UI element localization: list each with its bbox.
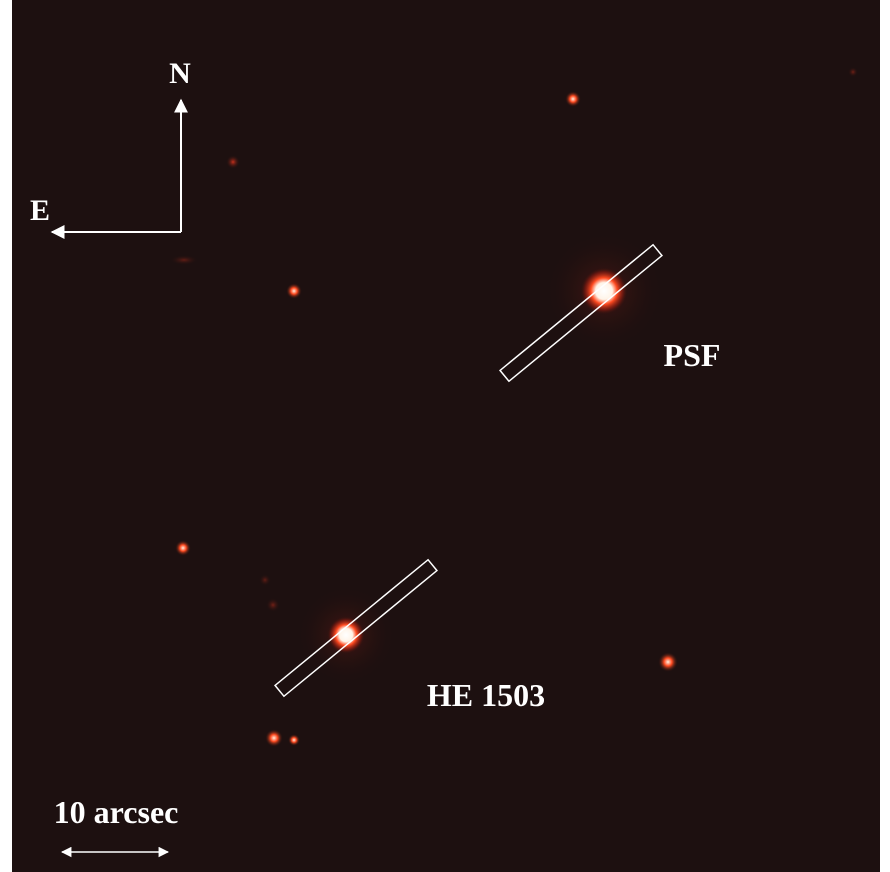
star	[658, 652, 678, 672]
star	[265, 729, 283, 747]
target-label: HE 1503	[427, 677, 545, 713]
star	[266, 598, 280, 612]
east-label: E	[30, 194, 50, 227]
star	[226, 155, 240, 169]
galaxy	[170, 255, 198, 265]
star	[327, 616, 365, 654]
star	[175, 540, 191, 556]
background	[12, 0, 880, 872]
slit	[274, 558, 438, 698]
star	[565, 91, 581, 107]
star	[848, 67, 858, 77]
star	[259, 574, 271, 586]
star	[286, 283, 302, 299]
star	[580, 267, 628, 315]
north-label: N	[169, 57, 191, 90]
psf-label: PSF	[664, 337, 721, 373]
slit	[499, 243, 663, 383]
star	[288, 734, 300, 746]
scale-label: 10 arcsec	[54, 794, 179, 830]
